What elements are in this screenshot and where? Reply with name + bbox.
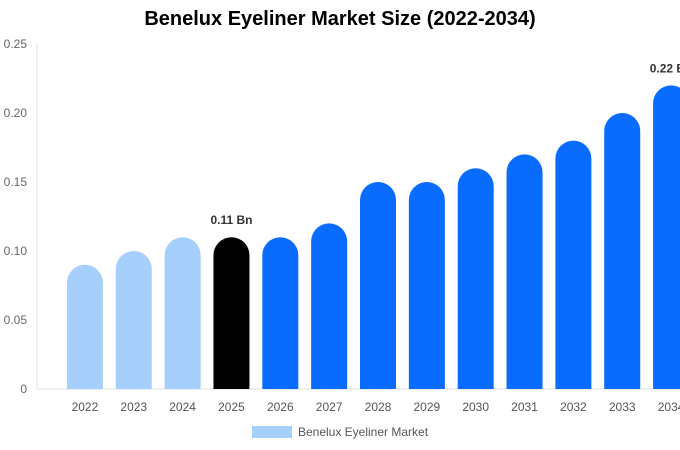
bar-2028	[360, 182, 396, 389]
bar-2024	[164, 237, 201, 389]
x-tick-label: 2033	[609, 400, 636, 414]
bar-2026	[262, 237, 299, 389]
bar-2025	[213, 237, 250, 389]
x-tick-label: 2022	[72, 400, 99, 414]
x-tick-label: 2032	[560, 400, 587, 414]
bar-2030	[457, 168, 494, 389]
chart-plot: 0 0.05 0.10 0.15 0.20 0.25 2022 2023 2024 2025 0.1…	[4, 37, 680, 414]
y-tick-label: 0.25	[4, 37, 28, 51]
bar-2034	[653, 85, 680, 389]
data-label: 0.11 Bn	[210, 213, 252, 227]
bar-2031	[506, 154, 543, 389]
x-tick-label: 2026	[267, 400, 294, 414]
x-tick-label: 2025	[218, 400, 245, 414]
chart-title: Benelux Eyeliner Market Size (2022-2034)	[144, 8, 536, 30]
bar-2023	[115, 251, 152, 389]
legend-label: Benelux Eyeliner Market	[297, 425, 429, 439]
bar-2027	[311, 223, 348, 389]
x-tick-label: 2030	[462, 400, 489, 414]
y-tick-label: 0.20	[4, 106, 28, 120]
bar-2032	[555, 140, 592, 389]
x-tick-label: 2027	[316, 400, 343, 414]
x-tick-label: 2028	[365, 400, 392, 414]
y-tick-label: 0.10	[4, 244, 28, 258]
y-tick-label: 0.05	[4, 313, 28, 327]
legend[interactable]: Benelux Eyeliner Market	[0, 425, 680, 439]
data-label: 0.22 Bn	[650, 61, 680, 75]
x-tick-label: 2024	[169, 400, 196, 414]
bar-2022	[66, 264, 103, 389]
x-tick-label: 2023	[120, 400, 147, 414]
x-tick-label: 2031	[511, 400, 538, 414]
x-tick-label: 2034	[658, 400, 680, 414]
bar-2033	[604, 113, 641, 389]
legend-swatch	[251, 426, 292, 438]
bar-2029	[408, 182, 445, 389]
y-tick-label: 0	[20, 382, 27, 396]
x-tick-label: 2029	[413, 400, 440, 414]
y-tick-label: 0.15	[4, 175, 28, 189]
